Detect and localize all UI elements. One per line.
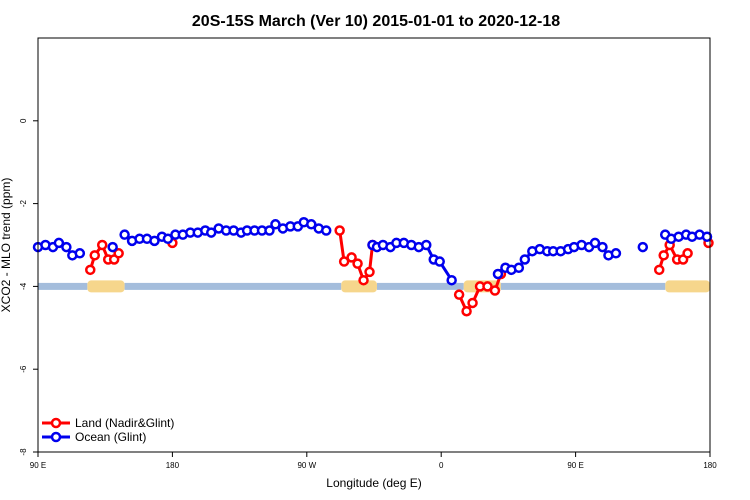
data-point	[589, 237, 601, 249]
data-point	[338, 256, 350, 267]
y-tick-label: 0	[19, 118, 28, 123]
ocean-baseline-segment	[124, 282, 342, 290]
ocean-baseline-segment	[376, 282, 464, 290]
data-point	[162, 233, 174, 245]
legend-ocean-marker	[50, 431, 62, 443]
legend-ocean-label: Ocean (Glint)	[75, 430, 146, 444]
y-tick-label: -6	[19, 365, 28, 373]
data-point	[346, 252, 357, 263]
data-point	[53, 237, 65, 249]
y-tick-label: -2	[19, 199, 28, 207]
data-point	[358, 274, 369, 286]
data-point	[270, 219, 281, 230]
data-point	[446, 274, 457, 286]
data-point	[264, 225, 275, 236]
y-tick-label: -8	[19, 448, 28, 456]
x-tick-label: 0	[439, 461, 444, 470]
data-point	[119, 229, 130, 240]
data-point	[519, 254, 531, 265]
data-point	[513, 262, 525, 274]
data-point	[467, 297, 478, 309]
data-point	[306, 219, 317, 230]
data-point	[320, 225, 332, 236]
data-point	[85, 264, 96, 276]
data-point	[96, 239, 108, 251]
data-point	[682, 248, 693, 259]
data-point	[352, 258, 363, 269]
ocean-baseline-segment	[38, 282, 88, 290]
data-point	[107, 241, 118, 253]
chart-title: 20S-15S March (Ver 10) 2015-01-01 to 202…	[192, 13, 560, 30]
land-band	[87, 280, 125, 293]
data-point	[61, 241, 72, 253]
x-axis-label: Longitude (deg E)	[326, 476, 421, 490]
legend: Land (Nadir&Glint) Ocean (Glint)	[42, 416, 174, 444]
y-axis-label: XCO2 - MLO trend (ppm)	[0, 178, 13, 313]
data-point	[434, 256, 445, 267]
data-point	[453, 289, 465, 300]
series-land	[85, 225, 714, 317]
data-point	[658, 250, 669, 261]
x-tick-label: 180	[703, 461, 717, 470]
data-point	[597, 241, 608, 253]
x-tick-label: 90 E	[30, 461, 46, 470]
data-point	[461, 305, 472, 317]
baseline-strip	[38, 282, 666, 290]
x-tick-label: 90 W	[297, 461, 316, 470]
legend-item-ocean: Ocean (Glint)	[42, 430, 146, 444]
data-point	[482, 281, 493, 292]
data-point	[149, 235, 160, 247]
data-point	[637, 241, 649, 253]
data-point	[653, 264, 665, 276]
legend-land-label: Land (Nadir&Glint)	[75, 416, 174, 430]
data-point	[74, 248, 86, 259]
data-point	[701, 231, 713, 242]
land-band	[665, 280, 710, 293]
data-point	[489, 285, 501, 296]
data-point	[421, 239, 432, 251]
x-axis: 90 E 180 90 W 0 90 E 180	[30, 452, 717, 470]
legend-land-marker	[50, 417, 62, 429]
series-ocean	[32, 216, 713, 286]
x-tick-label: 180	[166, 461, 180, 470]
plot-frame	[37, 37, 711, 453]
y-tick-label: -4	[19, 282, 28, 290]
x-tick-label: 90 E	[567, 461, 583, 470]
data-point	[89, 250, 100, 261]
data-point	[610, 248, 622, 259]
ocean-baseline-segment	[500, 282, 666, 290]
data-point	[492, 268, 504, 280]
y-axis: 0 -2 -4 -6 -8	[19, 118, 38, 456]
land-band	[341, 280, 377, 293]
data-point	[334, 225, 345, 236]
data-point	[364, 266, 375, 278]
data-point	[113, 248, 124, 259]
data-point	[205, 227, 217, 238]
series-layer	[32, 216, 714, 317]
legend-item-land: Land (Nadir&Glint)	[42, 416, 174, 430]
